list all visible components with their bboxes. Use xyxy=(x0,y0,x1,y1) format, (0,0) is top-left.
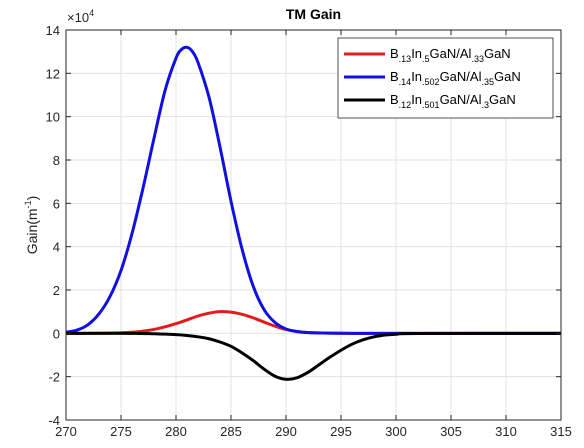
y-tick-label: 12 xyxy=(46,66,60,81)
y-tick-labels: -4 -2 0 2 4 6 8 10 12 14 xyxy=(46,23,60,428)
y-axis-exponent: ×104 xyxy=(67,8,94,25)
y-tick-label: 4 xyxy=(53,240,60,255)
y-exponent-power: 4 xyxy=(89,8,94,18)
series-line-2 xyxy=(65,45,561,335)
series-lines xyxy=(65,45,562,381)
axis-ticks xyxy=(65,29,562,421)
y-exponent-prefix: ×10 xyxy=(67,10,89,25)
y-axis-label: Gain(m-1) xyxy=(23,196,40,255)
x-tick-label: 315 xyxy=(550,424,572,439)
y-tick-label: 14 xyxy=(46,23,60,38)
y-tick-label: 8 xyxy=(53,153,60,168)
y-label-sup: -1 xyxy=(23,200,33,208)
y-tick-label: 10 xyxy=(46,110,60,125)
x-tick-label: 270 xyxy=(55,424,77,439)
legend-label-2: B.14In.502GaN/Al.35GaN xyxy=(390,69,521,87)
legend: B.13In.5GaN/Al.33GaN B.14In.502GaN/Al.35G… xyxy=(337,37,554,119)
y-tick-label: 6 xyxy=(53,196,60,211)
x-tick-label: 290 xyxy=(275,424,297,439)
plot-frame xyxy=(65,29,562,421)
y-tick-label: -2 xyxy=(48,370,60,385)
x-tick-label: 285 xyxy=(220,424,242,439)
x-tick-label: 305 xyxy=(440,424,462,439)
x-tick-label: 310 xyxy=(495,424,517,439)
y-tick-label: 0 xyxy=(53,326,60,341)
x-tick-label: 275 xyxy=(110,424,132,439)
x-tick-label: 280 xyxy=(165,424,187,439)
y-label-base: Gain(m xyxy=(24,208,40,254)
x-tick-label: 300 xyxy=(385,424,407,439)
y-tick-label: -4 xyxy=(48,413,60,428)
legend-label-1: B.13In.5GaN/Al.33GaN xyxy=(390,46,511,64)
chart-title: TM Gain xyxy=(286,6,341,22)
y-label-tail: ) xyxy=(24,196,40,201)
y-tick-label: 2 xyxy=(53,283,60,298)
x-tick-label: 295 xyxy=(330,424,352,439)
legend-label-3: B.12In.501GaN/Al.3GaN xyxy=(390,92,516,110)
series-line-3 xyxy=(65,331,562,381)
x-tick-labels: 270 275 280 285 290 295 300 305 310 315 xyxy=(55,424,572,439)
